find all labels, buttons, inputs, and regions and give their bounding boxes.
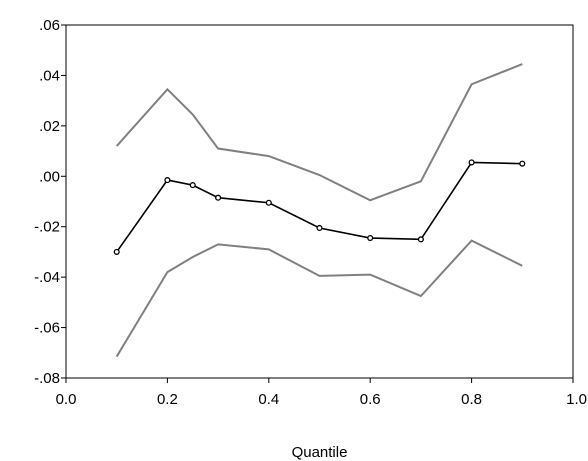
plot-frame [65, 24, 574, 379]
estimate-line [116, 161, 523, 253]
x-tick-label-0: 0.0 [56, 391, 77, 408]
y-tick-label-0: .06 [39, 17, 60, 34]
series-layer [113, 63, 526, 358]
estimate-point-8 [468, 159, 475, 166]
y-tick-label-3: .00 [39, 168, 60, 185]
x-axis: 0.0 0.2 0.4 0.6 0.8 1.0 [56, 378, 587, 408]
estimate-point-4 [265, 199, 272, 206]
estimate-point-0 [113, 248, 120, 255]
lower-bound-line [115, 239, 523, 358]
y-tick-label-5: -.04 [34, 269, 60, 286]
estimate-point-5 [316, 224, 323, 232]
x-tick-label-5: 1.0 [566, 391, 587, 408]
estimate-point-1 [164, 177, 171, 184]
y-tick-label-4: -.02 [34, 219, 60, 236]
y-tick-label-1: .04 [39, 67, 60, 84]
x-tick-label-2: 0.4 [258, 391, 279, 408]
estimate-point-2 [189, 182, 196, 189]
y-tick-label-7: -.08 [34, 370, 60, 387]
upper-bound-line [115, 63, 523, 202]
y-tick-label-2: .02 [39, 118, 60, 135]
y-tick-label-6: -.06 [34, 320, 60, 337]
estimate-point-7 [417, 236, 424, 243]
estimate-point-3 [215, 194, 222, 201]
estimate-point-6 [367, 235, 374, 242]
x-tick-label-1: 0.2 [157, 391, 178, 408]
x-axis-title: Quantile [292, 444, 348, 461]
y-axis: .06 .04 .02 .00 -.02 -.04 -.06 -.08 [34, 17, 66, 387]
x-tick-label-4: 0.8 [461, 391, 482, 408]
estimate-point-9 [519, 160, 526, 167]
x-tick-label-3: 0.6 [360, 391, 381, 408]
